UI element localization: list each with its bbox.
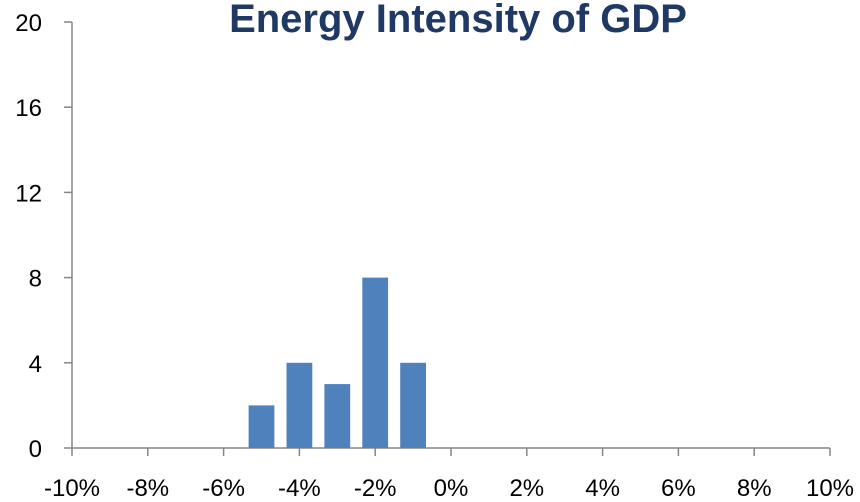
y-tick-label: 20 [15, 10, 42, 37]
x-tick-label: 6% [661, 475, 696, 502]
x-tick-label: 0% [434, 475, 469, 502]
bar [286, 362, 313, 448]
x-tick-label: 8% [737, 475, 772, 502]
bar [362, 277, 389, 448]
bar [324, 384, 351, 448]
bar [248, 405, 275, 448]
x-tick-label: 2% [509, 475, 544, 502]
x-axis: -10% -8% -6% -4% -2% 0% 2% 4% 6% 8% 10% [44, 447, 854, 502]
bar-series [248, 277, 426, 448]
y-tick-label: 16 [15, 95, 42, 122]
y-tick-label: 8 [29, 266, 42, 293]
bar [400, 362, 426, 448]
x-tick-label: 4% [585, 475, 620, 502]
x-tick-label: -10% [44, 475, 100, 502]
x-tick-label: 10% [806, 475, 854, 502]
x-tick-label: -4% [278, 475, 321, 502]
x-tick-label: -2% [354, 475, 397, 502]
x-tick-label: -8% [126, 475, 169, 502]
y-tick-label: 12 [15, 180, 42, 207]
x-tick-label: -6% [202, 475, 245, 502]
y-tick-label: 0 [29, 436, 42, 463]
y-tick-label: 4 [29, 351, 42, 378]
y-axis: 0 4 8 12 16 20 [15, 10, 73, 463]
chart-title: Energy Intensity of GDP [229, 0, 687, 41]
